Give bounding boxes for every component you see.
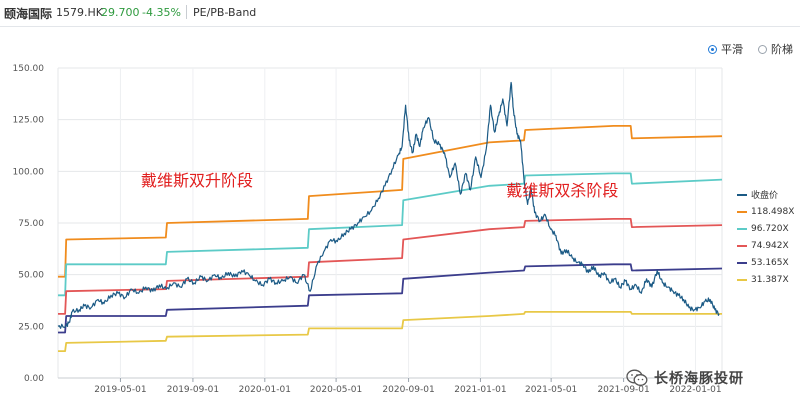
legend-item[interactable]: 53.165X — [737, 254, 794, 271]
price-change: -4.35% — [142, 6, 181, 19]
legend-label: 收盘价 — [751, 191, 779, 201]
series-line-1 — [58, 125, 723, 278]
legend-swatch — [737, 278, 747, 281]
watermark-text: 长桥海豚投研 — [654, 371, 744, 387]
legend-item[interactable]: 31.387X — [737, 271, 794, 288]
x-tick-label: 2021-09-01 — [597, 385, 649, 395]
y-tick-label: 100.00 — [13, 167, 45, 177]
annotation-label: 戴维斯双升阶段 — [141, 171, 253, 190]
smooth-option[interactable]: 平滑 — [708, 41, 743, 57]
series-line-0 — [57, 81, 720, 329]
legend-label: 74.942X — [751, 240, 789, 251]
x-tick-label: 2021-05-01 — [525, 385, 577, 395]
legend-label: 118.498X — [751, 206, 795, 217]
stock-price: 29.700 — [101, 6, 140, 19]
x-tick-label: 2020-09-01 — [382, 385, 434, 395]
series-line-3 — [58, 218, 723, 315]
series-line-5 — [58, 311, 722, 352]
series-line-4 — [58, 263, 723, 334]
y-tick-label: 25.00 — [18, 322, 44, 332]
series-line-2 — [58, 172, 723, 297]
wechat-icon — [626, 369, 648, 386]
smooth-option-label: 平滑 — [721, 43, 743, 56]
legend-label: 31.387X — [751, 274, 789, 285]
legend-item[interactable]: 收盘价 — [737, 186, 794, 203]
legend-item[interactable]: 74.942X — [737, 237, 794, 254]
legend-label: 53.165X — [751, 257, 789, 268]
legend-item[interactable]: 96.720X — [737, 220, 794, 237]
x-tick-label: 2021-01-01 — [454, 385, 506, 395]
radio-unselected-icon[interactable] — [758, 44, 767, 54]
x-tick-label: 2019-05-01 — [94, 385, 146, 395]
radio-selected-icon[interactable] — [708, 44, 717, 54]
x-tick-label: 2019-09-01 — [167, 385, 219, 395]
watermark: 长桥海豚投研 — [626, 368, 744, 388]
stock-code: 1579.HK — [56, 6, 103, 19]
grid-lines — [57, 67, 723, 379]
y-tick-label: 50.00 — [18, 271, 44, 281]
legend-swatch — [737, 244, 747, 247]
y-tick-label: 0.00 — [24, 374, 44, 384]
step-option[interactable]: 阶梯 — [758, 41, 793, 57]
y-tick-label: 75.00 — [18, 219, 44, 229]
x-tick-label: 2020-01-01 — [239, 385, 291, 395]
y-axis-ticks: 0.00 25.00 50.00 75.00 100.00 125.00 150.00 — [13, 64, 45, 384]
legend-label: 96.720X — [751, 223, 789, 234]
stock-name: 颐海国际 — [4, 7, 53, 21]
x-axis-ticks: 2019-05-01 2019-09-01 2020-01-01 2020-05-01… — [94, 378, 722, 395]
x-tick-label: 2020-05-01 — [310, 385, 362, 395]
legend-swatch — [737, 210, 747, 213]
annotation-label: 戴维斯双杀阶段 — [506, 181, 618, 200]
y-tick-label: 125.00 — [13, 116, 45, 126]
legend-swatch — [737, 261, 747, 264]
stock-header: 颐海国际 1579.HK 29.700 -4.35% PE/PB-Band — [0, 0, 800, 27]
series-lines — [57, 81, 723, 352]
legend-swatch — [737, 193, 747, 196]
tab-pe-pb-band[interactable]: PE/PB-Band — [193, 6, 257, 19]
y-tick-label: 150.00 — [13, 64, 45, 74]
step-option-label: 阶梯 — [771, 43, 793, 56]
legend-swatch — [737, 227, 747, 230]
header-divider — [186, 5, 187, 19]
chart-legend: 收盘价 118.498X 96.720X 74.942X 53.165X 31.387X — [737, 186, 794, 288]
x-tick-label: 2022-01-01 — [669, 385, 721, 395]
legend-item[interactable]: 118.498X — [737, 203, 794, 220]
